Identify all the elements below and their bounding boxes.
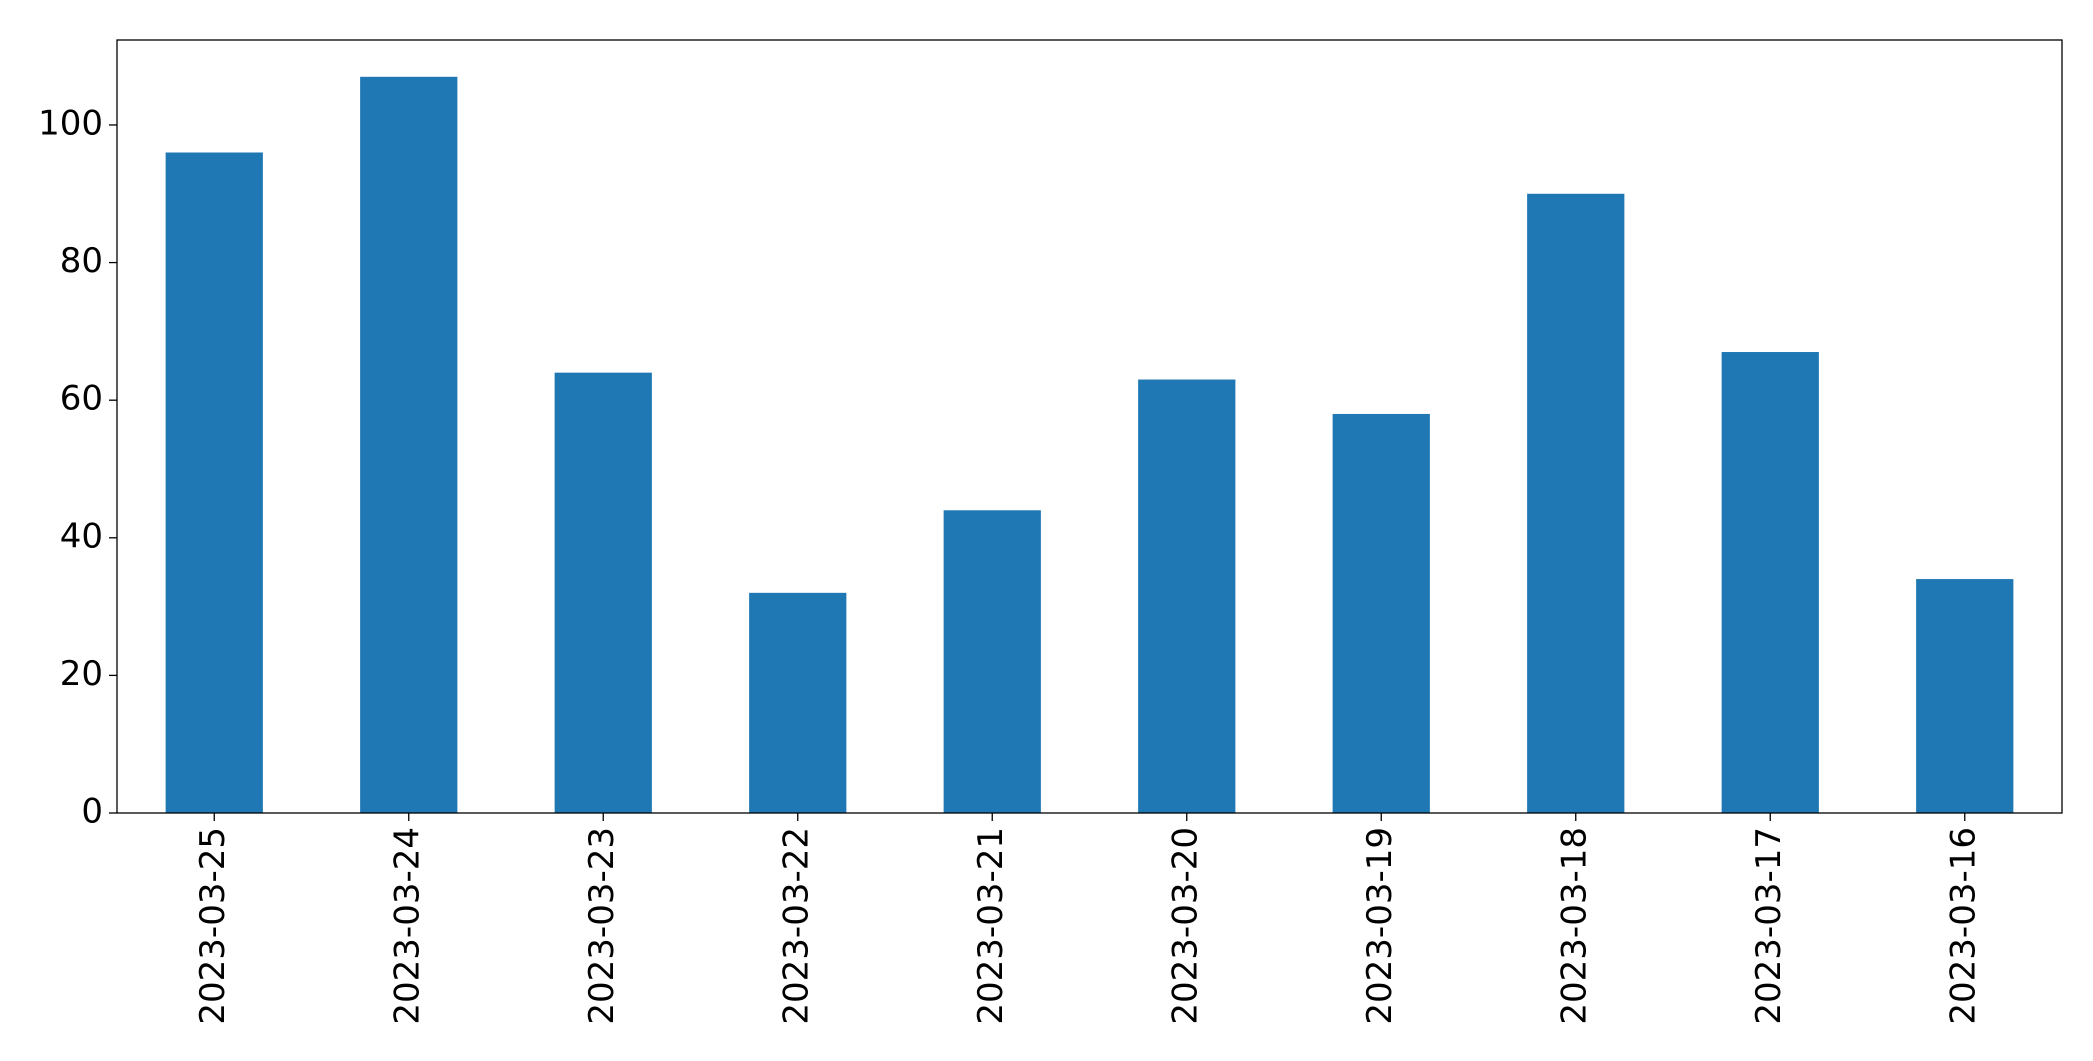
bar: [1332, 413, 1430, 813]
axes-frame: [116, 39, 2063, 814]
x-tick-label: 2023-03-19: [1360, 827, 1400, 1025]
x-tick-label: 2023-03-23: [582, 827, 622, 1025]
x-tick-label: 2023-03-21: [971, 827, 1011, 1025]
bar: [360, 76, 458, 814]
x-tick-label: 2023-03-18: [1554, 827, 1594, 1025]
x-tick-label: 2023-03-22: [776, 827, 816, 1025]
bar: [749, 592, 847, 813]
x-tick-label: 2023-03-17: [1749, 827, 1789, 1025]
x-tick-label: 2023-03-24: [387, 827, 427, 1025]
bar: [1916, 579, 2014, 813]
x-tick-label: 2023-03-25: [193, 827, 233, 1025]
x-tick-label: 2023-03-16: [1943, 827, 1983, 1025]
bar: [943, 510, 1041, 813]
y-tick-label: 100: [38, 103, 103, 143]
bar: [1527, 193, 1625, 814]
y-tick-label: 60: [60, 379, 103, 419]
bar: [1721, 352, 1819, 813]
bar: [554, 372, 652, 813]
y-tick-label: 80: [60, 241, 103, 281]
y-tick-label: 20: [60, 654, 103, 694]
y-tick-label: 0: [81, 792, 103, 832]
x-tick-label: 2023-03-20: [1165, 827, 1205, 1025]
bar: [165, 152, 263, 813]
bar: [1138, 379, 1236, 813]
y-tick-label: 40: [60, 516, 103, 556]
